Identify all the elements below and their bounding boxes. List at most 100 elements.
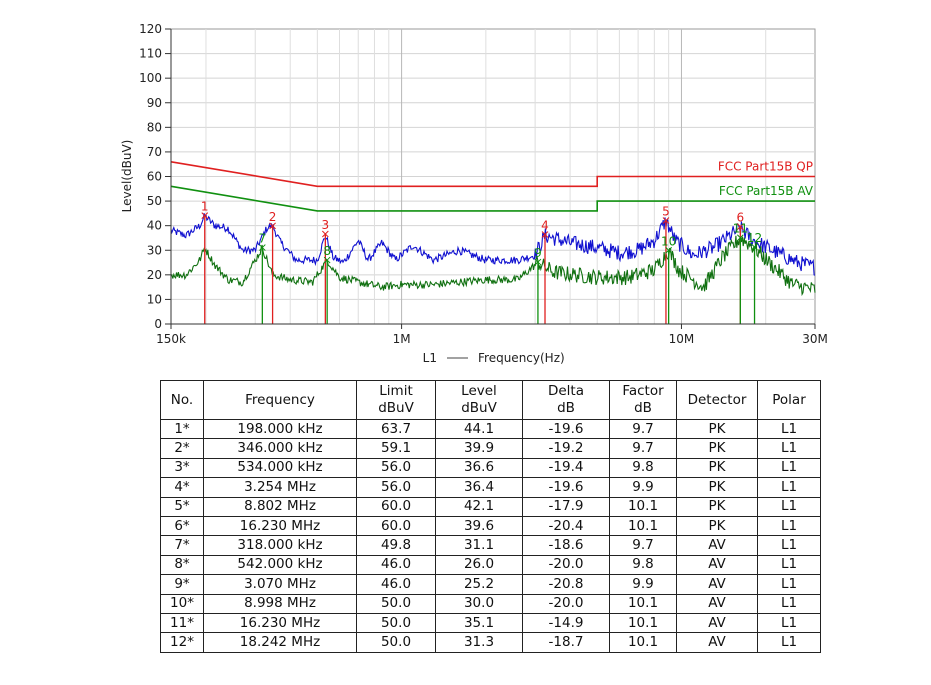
limit-line [170, 161, 815, 188]
table-cell: AV [676, 593, 758, 614]
table-cell: 9.8 [609, 554, 677, 576]
column-header-text: dB [557, 400, 575, 416]
table-cell: 63.7 [356, 418, 436, 440]
marker-label: 6 [737, 211, 745, 225]
table-cell: 9.7 [609, 535, 677, 556]
table-cell: 10.1 [609, 593, 677, 614]
marker-cross [323, 256, 331, 264]
table-cell: PK [676, 438, 758, 459]
table-cell: 2* [160, 438, 204, 459]
table-cell: L1 [757, 535, 821, 556]
table-cell: 26.0 [435, 554, 523, 576]
table-cell: 9.9 [609, 477, 677, 498]
column-header: Limit dBuV [356, 380, 436, 420]
marker-label: 9 [534, 246, 542, 260]
y-tick-label: 10 [147, 292, 162, 306]
table-cell: 10* [160, 593, 204, 614]
marker-cross [534, 258, 542, 266]
marker-cross [736, 234, 744, 242]
table-cell: -20.0 [522, 593, 610, 614]
table-cell: 4* [160, 477, 204, 498]
table-cell: 16.230 MHz [203, 515, 357, 537]
table-cell: 198.000 kHz [203, 418, 357, 440]
table-cell: 10.1 [609, 632, 677, 653]
table-cell: -19.6 [522, 418, 610, 440]
column-header: Level dBuV [435, 380, 523, 420]
column-header-text: No. [170, 391, 194, 408]
table-row: 6* 16.230 MHz 60.0 39.6 -20.4 10.1 PK L1 [160, 515, 821, 537]
column-header: Detector [676, 380, 758, 420]
table-cell: AV [676, 632, 758, 653]
table-cell: 49.8 [356, 535, 436, 556]
table-cell: L1 [757, 477, 821, 498]
y-tick-label: 120 [139, 22, 162, 36]
table-row: 12* 18.242 MHz 50.0 31.3 -18.7 10.1 AV L1 [160, 632, 821, 653]
limit-lines: FCC Part15B QP FCC Part15B AV [170, 160, 815, 212]
column-header: Frequency [203, 380, 357, 420]
table-cell: 8* [160, 554, 204, 576]
column-header-text: Delta [547, 383, 585, 399]
y-tick-label: 60 [147, 170, 162, 184]
table-cell: 3* [160, 457, 204, 479]
table-cell: AV [676, 535, 758, 556]
table-cell: 318.000 kHz [203, 535, 357, 556]
marker-label: 3 [322, 218, 330, 232]
table-cell: -20.4 [522, 515, 610, 537]
marker-cross [269, 222, 276, 230]
marker-cross [258, 244, 266, 251]
column-header-text: Polar [772, 391, 806, 408]
table-cell: 6* [160, 515, 204, 537]
marker-label: 1 [201, 200, 209, 214]
table-cell: AV [676, 574, 758, 595]
limit-line-label: FCC Part15B QP [718, 160, 813, 174]
table-cell: 1* [160, 418, 204, 440]
y-tick-label: 90 [147, 96, 162, 110]
marker-label: 7 [259, 232, 267, 246]
table-cell: 39.6 [435, 515, 523, 537]
table-cell: PK [676, 457, 758, 479]
table-cell: -18.6 [522, 535, 610, 556]
table-row: 11* 16.230 MHz 50.0 35.1 -14.9 10.1 AV L1 [160, 612, 821, 634]
column-header: Factor dB [609, 380, 677, 420]
table-cell: L1 [757, 574, 821, 595]
table-cell: 30.0 [435, 593, 523, 614]
y-tick-label: 20 [147, 268, 162, 282]
table-cell: 7* [160, 535, 204, 556]
y-tick-label: 30 [147, 243, 162, 257]
table-cell: -14.9 [522, 612, 610, 634]
y-tick-label: 50 [147, 194, 162, 208]
column-header-text: dBuV [461, 400, 497, 416]
x-tick-label: 10M [669, 332, 695, 346]
table-cell: 9.7 [609, 438, 677, 459]
table-cell: 8.802 MHz [203, 496, 357, 517]
table-cell: 8.998 MHz [203, 593, 357, 614]
column-header-text: Frequency [245, 391, 315, 408]
y-axis-label: Level(dBuV) [120, 140, 134, 213]
table-cell: 9* [160, 574, 204, 595]
table-cell: 3.070 MHz [203, 574, 357, 595]
y-tick-label: 40 [147, 219, 162, 233]
table-cell: -18.7 [522, 632, 610, 653]
marker-label: 11 [733, 222, 748, 236]
table-cell: -19.2 [522, 438, 610, 459]
table-cell: 36.4 [435, 477, 523, 498]
table-cell: 3.254 MHz [203, 477, 357, 498]
table-cell: L1 [757, 612, 821, 634]
table-cell: 50.0 [356, 612, 436, 634]
table-cell: 36.6 [435, 457, 523, 479]
table-cell: 5* [160, 496, 204, 517]
table-cell: 44.1 [435, 418, 523, 440]
table-cell: 35.1 [435, 612, 523, 634]
table-cell: PK [676, 496, 758, 517]
table-cell: 50.0 [356, 632, 436, 653]
marker-cross [665, 246, 672, 254]
table-row: 5* 8.802 MHz 60.0 42.1 -17.9 10.1 PK L1 [160, 496, 821, 517]
table-cell: -19.4 [522, 457, 610, 479]
table-cell: 42.1 [435, 496, 523, 517]
marker-cross [751, 243, 758, 251]
x-tick-label: 1M [393, 332, 411, 346]
table-cell: L1 [757, 515, 821, 537]
table-cell: 9.9 [609, 574, 677, 595]
table-cell: 11* [160, 612, 204, 634]
